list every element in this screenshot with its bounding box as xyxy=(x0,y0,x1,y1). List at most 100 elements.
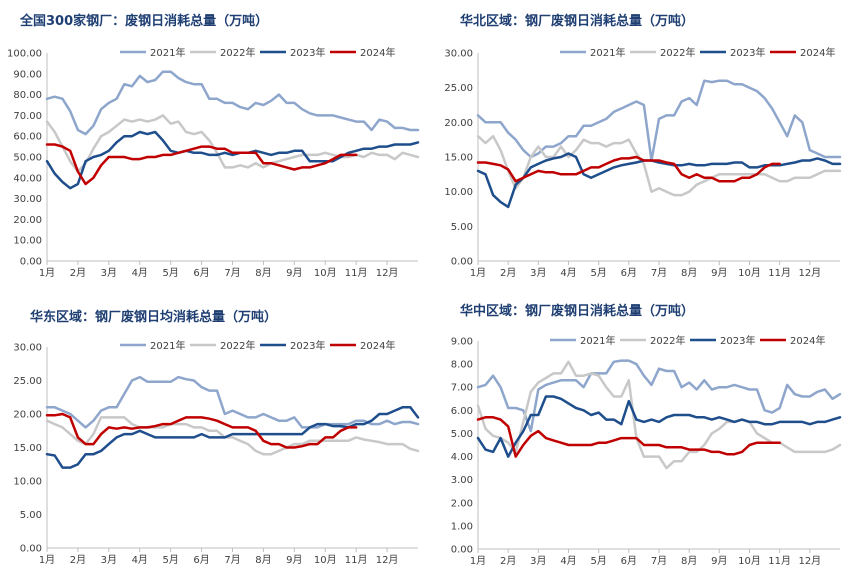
x-tick-label: 9月 xyxy=(286,267,302,279)
chart-panel-2: 华北区域：钢厂废钢日消耗总量（万吨） 0.00 5.00 10.00 15.00 20.0… xyxy=(444,13,842,279)
y-tick-label: 100.00 xyxy=(7,49,42,60)
y-tick-label: 4.00 xyxy=(451,452,473,463)
legend: 2021年 2022年 2023年 2024年 xyxy=(120,46,395,59)
y-tick-label: 30.00 xyxy=(13,194,42,205)
x-tick-label: 6月 xyxy=(621,267,637,279)
y-tick-label: 3.00 xyxy=(451,475,473,486)
x-tick-label: 7月 xyxy=(224,554,240,566)
x-tick-label: 3月 xyxy=(101,267,117,279)
x-tick-label: 4月 xyxy=(132,554,148,566)
y-tick-label: 7.00 xyxy=(451,383,473,394)
x-tick-label: 6月 xyxy=(621,555,637,567)
y-tick-label: 10.00 xyxy=(13,236,42,247)
chart-panel-3: 华东区域：钢厂废钢日均消耗总量（万吨） 0.00 5.00 10.00 15.00 20.… xyxy=(13,309,420,566)
y-tick-label: 70.00 xyxy=(13,111,42,122)
y-tick-label: 30.00 xyxy=(444,49,473,60)
y-tick-label: 90.00 xyxy=(13,69,42,80)
legend-label-2021: 2021年 xyxy=(580,334,615,347)
x-tick-label: 12月 xyxy=(798,267,821,279)
series-line-2021 xyxy=(45,375,420,429)
y-tick-label: 20.00 xyxy=(13,410,42,421)
x-tick-label: 6月 xyxy=(193,554,209,566)
x-tick-label: 3月 xyxy=(530,555,546,567)
y-tick-label: 25.00 xyxy=(13,376,42,387)
legend-label-2021: 2021年 xyxy=(150,339,185,352)
x-tick-label: 9月 xyxy=(286,554,302,566)
y-tick-label: 60.00 xyxy=(13,132,42,143)
x-tick-label: 2月 xyxy=(70,267,86,279)
x-tick-label: 11月 xyxy=(768,267,791,279)
x-tick-label: 7月 xyxy=(651,555,667,567)
series-line-2023 xyxy=(45,406,420,469)
series-line-2023 xyxy=(476,395,842,458)
y-tick-label: 2.00 xyxy=(451,498,473,509)
legend-label-2023: 2023年 xyxy=(290,46,325,59)
x-tick-label: 4月 xyxy=(560,555,576,567)
x-tick-label: 5月 xyxy=(162,554,178,566)
x-tick-label: 6月 xyxy=(193,267,209,279)
x-tick-label: 12月 xyxy=(798,555,821,567)
x-tick-label: 5月 xyxy=(162,267,178,279)
y-tick-label: 0.00 xyxy=(451,545,473,556)
legend-label-2023: 2023年 xyxy=(720,334,755,347)
x-tick-label: 1月 xyxy=(470,555,486,567)
y-tick-label: 25.00 xyxy=(444,83,473,94)
x-tick-label: 7月 xyxy=(224,267,240,279)
x-tick-label: 5月 xyxy=(590,555,606,567)
x-tick-label: 5月 xyxy=(590,267,606,279)
series-line-2022 xyxy=(476,134,842,197)
legend-label-2024: 2024年 xyxy=(790,334,825,347)
series-line-2024 xyxy=(45,143,358,186)
chart-title: 全国300家钢厂：废钢日消耗总量（万吨） xyxy=(19,13,268,29)
x-tick-label: 10月 xyxy=(314,267,337,279)
legend-label-2022: 2022年 xyxy=(220,339,255,352)
x-tick-label: 12月 xyxy=(376,267,399,279)
series-line-2021 xyxy=(476,359,842,433)
legend: 2021年 2022年 2023年 2024年 xyxy=(550,334,825,347)
chart-title: 华中区域：钢厂废钢日消耗总量（万吨） xyxy=(460,303,694,319)
legend-label-2021: 2021年 xyxy=(150,46,185,59)
x-tick-label: 9月 xyxy=(711,267,727,279)
x-tick-label: 3月 xyxy=(530,267,546,279)
y-tick-label: 50.00 xyxy=(13,153,42,164)
x-tick-label: 9月 xyxy=(711,555,727,567)
x-tick-label: 10月 xyxy=(738,267,761,279)
series-line-2023 xyxy=(45,130,420,190)
x-tick-label: 1月 xyxy=(39,267,55,279)
chart-panel-4: 华中区域：钢厂废钢日消耗总量（万吨） 0.00 1.00 2.00 3.00 4.00 5.… xyxy=(451,303,842,567)
series-line-2021 xyxy=(476,79,842,162)
x-tick-label: 2月 xyxy=(70,554,86,566)
legend-label-2024: 2024年 xyxy=(800,46,835,59)
x-tick-label: 8月 xyxy=(255,554,271,566)
x-tick-label: 1月 xyxy=(39,554,55,566)
x-tick-label: 4月 xyxy=(132,267,148,279)
legend-label-2022: 2022年 xyxy=(660,46,695,59)
x-tick-label: 8月 xyxy=(681,555,697,567)
x-tick-label: 2月 xyxy=(500,267,516,279)
legend-label-2023: 2023年 xyxy=(730,46,765,59)
y-tick-label: 5.00 xyxy=(20,510,42,521)
series-line-2023 xyxy=(476,152,842,209)
y-tick-label: 0.00 xyxy=(20,257,42,268)
x-tick-label: 3月 xyxy=(101,554,117,566)
x-tick-label: 4月 xyxy=(560,267,576,279)
chart-title: 华北区域：钢厂废钢日消耗总量（万吨） xyxy=(460,13,694,29)
y-tick-label: 20.00 xyxy=(444,118,473,129)
y-tick-label: 10.00 xyxy=(444,187,473,198)
series-line-2024 xyxy=(45,412,358,449)
series-line-2022 xyxy=(45,416,420,456)
legend-label-2022: 2022年 xyxy=(220,46,255,59)
x-tick-label: 8月 xyxy=(681,267,697,279)
y-tick-label: 6.00 xyxy=(451,406,473,417)
y-tick-label: 20.00 xyxy=(13,215,42,226)
x-tick-label: 7月 xyxy=(651,267,667,279)
series-line-2024 xyxy=(476,155,781,183)
legend: 2021年 2022年 2023年 2024年 xyxy=(120,339,395,352)
x-tick-label: 11月 xyxy=(768,555,791,567)
x-tick-label: 11月 xyxy=(345,554,368,566)
x-tick-label: 11月 xyxy=(345,267,368,279)
y-tick-label: 15.00 xyxy=(13,443,42,454)
y-tick-label: 30.00 xyxy=(13,343,42,354)
y-tick-label: 40.00 xyxy=(13,173,42,184)
